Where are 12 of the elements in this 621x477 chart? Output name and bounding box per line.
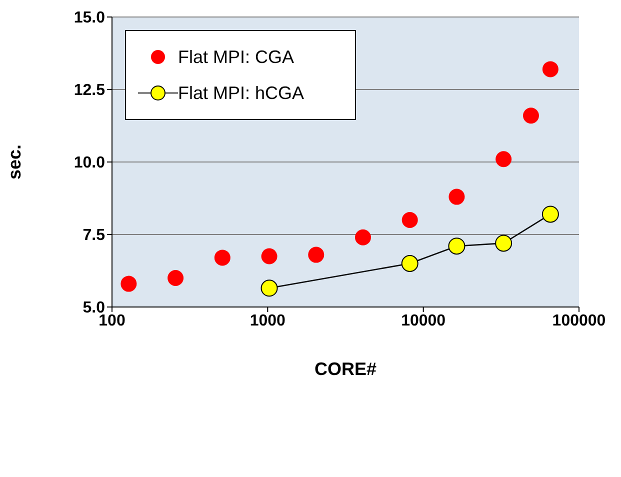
y-tick-label: 15.0: [74, 10, 106, 27]
x-tick-label: 1000: [250, 312, 286, 330]
y-axis-title: sec.: [4, 144, 24, 180]
legend-label: Flat MPI: hCGA: [178, 82, 304, 104]
x-tick-label: 10000: [401, 312, 446, 330]
y-tick-label: 7.5: [82, 227, 106, 244]
y-tick-label: 12.5: [74, 82, 106, 100]
legend-label: Flat MPI: CGA: [178, 46, 294, 68]
x-axis-title: CORE#: [314, 359, 377, 379]
y-tick-label: 10.0: [74, 154, 106, 172]
x-tick-label: 100000: [552, 312, 606, 330]
x-tick-label: 100: [98, 312, 126, 330]
